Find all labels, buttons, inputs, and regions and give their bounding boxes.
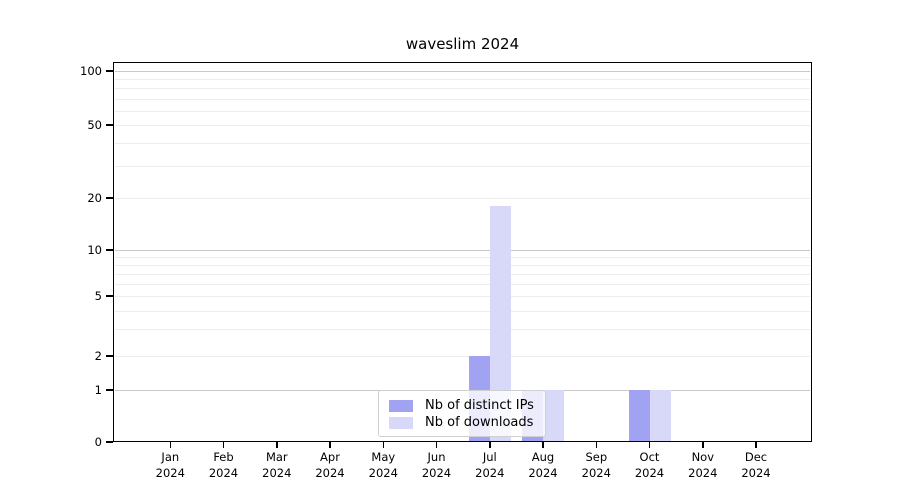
x-axis-year-label: 2024 (262, 465, 292, 480)
minor-gridline (115, 310, 810, 312)
x-axis-tick-label: Oct 2024 (620, 450, 680, 481)
plot-frame (113, 62, 812, 442)
minor-gridline (115, 296, 810, 297)
x-axis-tick (435, 442, 438, 448)
x-axis-month-label: Dec (744, 450, 768, 464)
y-axis-tick (106, 295, 113, 297)
y-axis-tick-label: 0 (94, 435, 102, 449)
y-axis-tick-label: 50 (87, 118, 102, 132)
x-axis-tick-label: May 2024 (353, 450, 413, 481)
legend-swatch-distinct-ips (389, 399, 413, 412)
minor-gridline (115, 198, 810, 199)
x-axis-month-label: Oct (639, 450, 660, 464)
y-axis-tick (106, 389, 113, 391)
x-axis-tick (648, 442, 651, 448)
x-axis-year-label: 2024 (421, 465, 452, 480)
x-axis-tick (382, 442, 384, 448)
y-axis-tick (106, 70, 113, 72)
x-axis-month-label: Jul (482, 450, 497, 464)
bar-downloads-oct (649, 390, 671, 442)
legend-item-distinct-ips: Nb of distinct IPs (387, 397, 537, 414)
x-axis-year-label: 2024 (688, 465, 718, 480)
minor-gridline (115, 110, 810, 112)
x-axis-year-label: 2024 (155, 465, 185, 480)
y-axis-tick (106, 124, 113, 126)
x-axis-month-label: Jun (427, 450, 446, 464)
x-axis-tick-label: Sep 2024 (566, 450, 626, 481)
minor-gridline (115, 125, 810, 126)
y-axis-tick-label: 20 (87, 191, 102, 205)
x-axis-tick-label: Nov 2024 (673, 450, 733, 481)
legend-label-distinct-ips: Nb of distinct IPs (425, 398, 534, 413)
chart-title: waveslim 2024 (405, 35, 520, 53)
x-axis-tick (222, 442, 225, 448)
x-axis-tick (329, 442, 331, 448)
minor-gridline (115, 356, 810, 357)
minor-gridline (115, 165, 810, 167)
x-axis-tick-label: Jul 2024 (460, 450, 520, 481)
x-axis-tick (755, 442, 757, 448)
bar-downloads-jul (489, 205, 511, 442)
legend-item-downloads: Nb of downloads (387, 414, 537, 431)
x-axis-month-label: Nov (691, 450, 715, 464)
x-axis-tick (595, 442, 597, 448)
x-axis-year-label: 2024 (315, 465, 345, 480)
x-axis-tick-label: Dec 2024 (726, 450, 786, 481)
x-axis-month-label: Apr (320, 450, 340, 464)
major-gridline (115, 71, 810, 72)
y-axis-tick (106, 249, 113, 251)
x-axis-month-label: Mar (265, 450, 288, 464)
minor-gridline (115, 142, 810, 144)
minor-gridline (115, 88, 810, 90)
x-axis-tick (169, 442, 171, 448)
x-axis-year-label: 2024 (528, 465, 558, 480)
y-axis-tick (106, 441, 113, 443)
y-axis-tick-label: 100 (80, 64, 102, 78)
x-axis-month-label: Feb (213, 450, 234, 464)
y-axis-tick-label: 10 (87, 243, 102, 257)
minor-gridline (115, 79, 810, 81)
x-axis-month-label: Jan (161, 450, 180, 464)
x-axis-year-label: 2024 (208, 465, 239, 480)
x-axis-year-label: 2024 (368, 465, 398, 480)
x-axis-tick-label: Mar 2024 (247, 450, 307, 481)
x-axis-tick-label: Jun 2024 (407, 450, 467, 481)
y-axis-tick-label: 1 (94, 383, 102, 397)
x-axis-tick-label: Jan 2024 (140, 450, 200, 481)
minor-gridline (115, 264, 810, 266)
y-axis-tick-label: 5 (94, 289, 102, 303)
legend-swatch-downloads (389, 416, 413, 429)
minor-gridline (115, 273, 810, 275)
minor-gridline (115, 283, 810, 285)
x-axis-month-label: Aug (531, 450, 555, 464)
x-axis-tick-label: Feb 2024 (194, 450, 254, 481)
legend-label-downloads: Nb of downloads (425, 415, 534, 430)
x-axis-tick-label: Aug 2024 (513, 450, 573, 481)
x-axis-year-label: 2024 (634, 465, 665, 480)
y-axis-tick (106, 197, 113, 199)
x-axis-tick-label: Apr 2024 (300, 450, 360, 481)
y-axis-tick (106, 355, 113, 357)
x-axis-year-label: 2024 (581, 465, 611, 480)
minor-gridline (115, 329, 810, 331)
x-axis-month-label: May (371, 450, 396, 464)
major-gridline (115, 250, 810, 251)
legend: Nb of distinct IPs Nb of downloads (378, 390, 546, 437)
bar-downloads-aug (543, 390, 564, 442)
x-axis-tick (276, 442, 278, 448)
x-axis-year-label: 2024 (741, 465, 771, 480)
minor-gridline (115, 257, 810, 258)
y-axis-tick-label: 2 (94, 349, 102, 363)
x-axis-year-label: 2024 (475, 465, 505, 480)
bar-distinct-ips-oct (628, 390, 650, 442)
x-axis-tick (542, 442, 544, 448)
minor-gridline (115, 98, 810, 100)
x-axis-tick (489, 442, 491, 448)
x-axis-tick (702, 442, 704, 448)
x-axis-month-label: Sep (585, 450, 608, 464)
